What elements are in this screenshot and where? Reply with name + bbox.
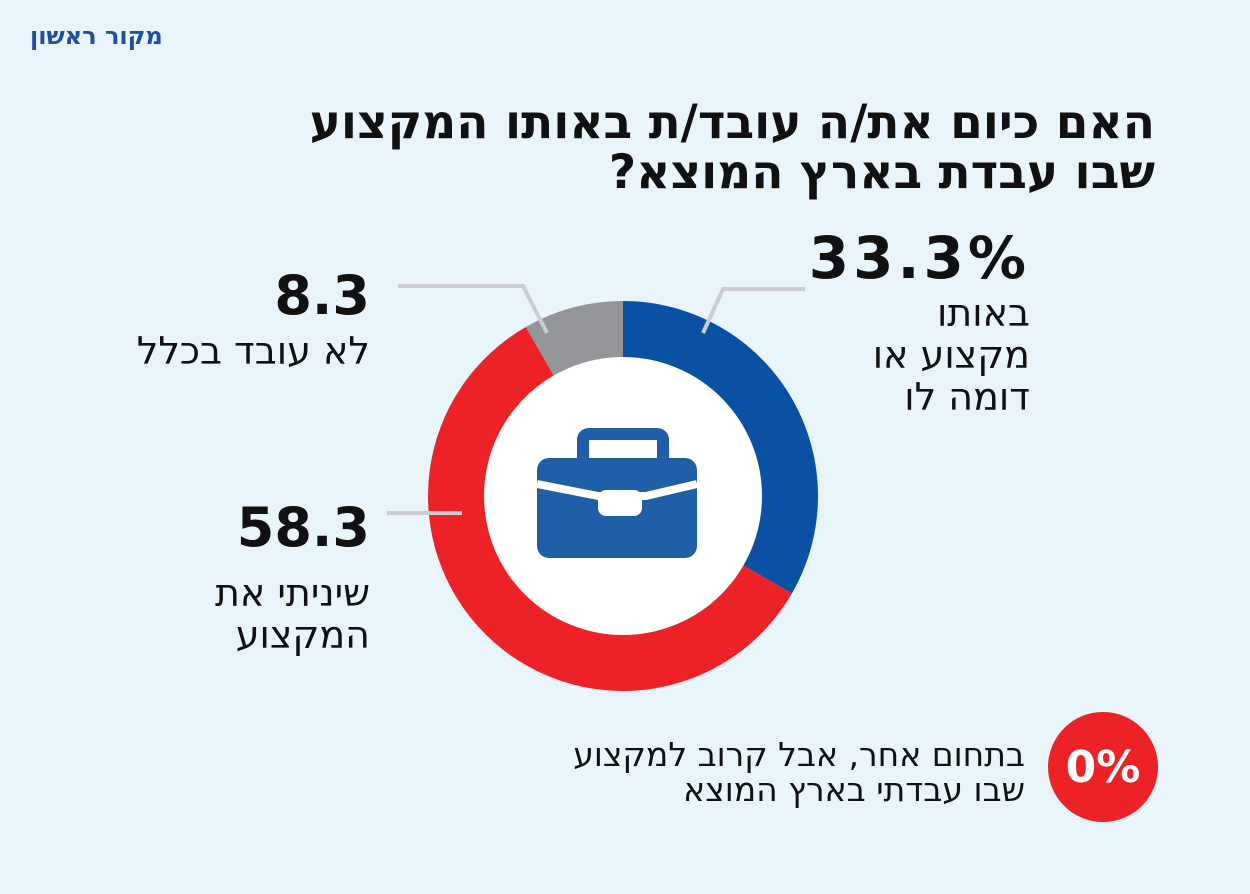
desc-line: שיניתי את xyxy=(214,571,370,615)
desc-same-profession: באותו מקצוע או דומה לו xyxy=(800,292,1030,418)
title-line-1: האם כיום את/ה עובד/ת באותו המקצוע xyxy=(309,95,1155,150)
desc-line: דומה לו xyxy=(904,375,1030,419)
slice-label-same-profession: 33.3% באותו מקצוע או דומה לו xyxy=(800,224,1030,418)
leader-lines xyxy=(387,284,805,515)
value-not-working: 8.3 xyxy=(274,264,370,327)
value-changed-profession: 58.3 xyxy=(236,496,370,559)
slice-label-not-working: 8.3 לא עובד בכלל xyxy=(50,264,370,373)
related-field-note: בתחום אחר, אבל קרוב למקצוע שבו עבדתי באר… xyxy=(425,737,1025,807)
desc-changed-profession: שיניתי את המקצוע xyxy=(50,572,370,656)
note-line: שבו עבדתי בארץ המוצא xyxy=(683,770,1025,809)
chart-title: האם כיום את/ה עובד/ת באותו המקצוע שבו עב… xyxy=(55,98,1155,198)
note-line: בתחום אחר, אבל קרוב למקצוע xyxy=(573,735,1025,774)
desc-line: לא עובד בכלל xyxy=(136,329,370,373)
desc-line: המקצוע xyxy=(235,613,370,657)
brand-logo: מקור ראשון xyxy=(30,22,163,50)
briefcase-icon xyxy=(536,428,698,558)
title-line-2: שבו עבדת בארץ המוצא? xyxy=(608,145,1155,200)
desc-not-working: לא עובד בכלל xyxy=(50,330,370,372)
desc-line: מקצוע או xyxy=(872,333,1030,377)
zero-percent-badge: 0% xyxy=(1048,712,1158,822)
value-same-profession: 33.3% xyxy=(808,224,1030,292)
leader-line-gray xyxy=(398,284,549,334)
desc-line: באותו xyxy=(936,291,1030,335)
leader-line-blue xyxy=(701,287,805,334)
slice-label-changed-profession: 58.3 שיניתי את המקצוע xyxy=(50,496,370,657)
